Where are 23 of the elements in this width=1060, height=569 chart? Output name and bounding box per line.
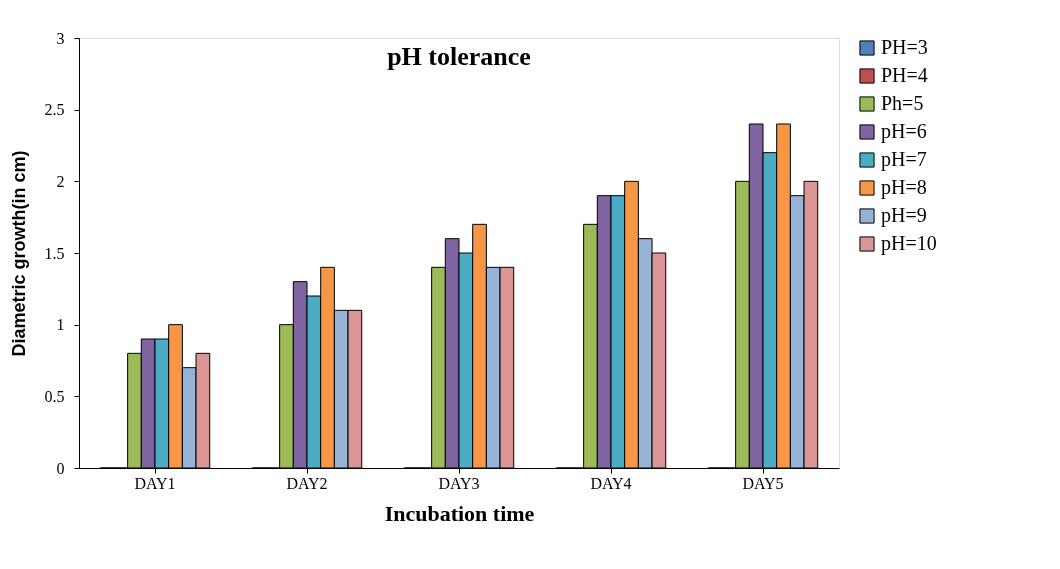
legend-label: PH=3	[881, 36, 928, 58]
y-tick-label: 2	[56, 172, 65, 190]
y-tick-label: 1.5	[44, 244, 65, 262]
legend-label: pH=10	[881, 232, 937, 255]
x-tick-label: DAY5	[742, 474, 784, 492]
y-tick-label: 2.5	[44, 101, 65, 119]
y-axis-title: Diametric growth(in cm)	[8, 150, 29, 357]
legend-label: pH=7	[881, 148, 927, 171]
chart-title: pH tolerance	[387, 42, 531, 71]
x-tick-label: DAY2	[286, 474, 328, 492]
x-tick-label: DAY4	[590, 474, 632, 492]
y-tick-label: 3	[56, 29, 65, 47]
x-tick-label: DAY3	[438, 474, 480, 492]
y-tick-label: 0.5	[44, 387, 65, 405]
y-tick-label: 1	[56, 316, 65, 334]
x-tick-label: DAY1	[134, 474, 176, 492]
legend-label: pH=9	[881, 204, 927, 227]
legend-label: Ph=5	[881, 92, 924, 114]
legend-label: pH=6	[881, 120, 927, 143]
x-axis-title: Incubation time	[384, 500, 535, 526]
y-tick-label: 0	[56, 459, 65, 477]
legend-label: PH=4	[881, 64, 928, 86]
legend-label: pH=8	[881, 176, 927, 199]
